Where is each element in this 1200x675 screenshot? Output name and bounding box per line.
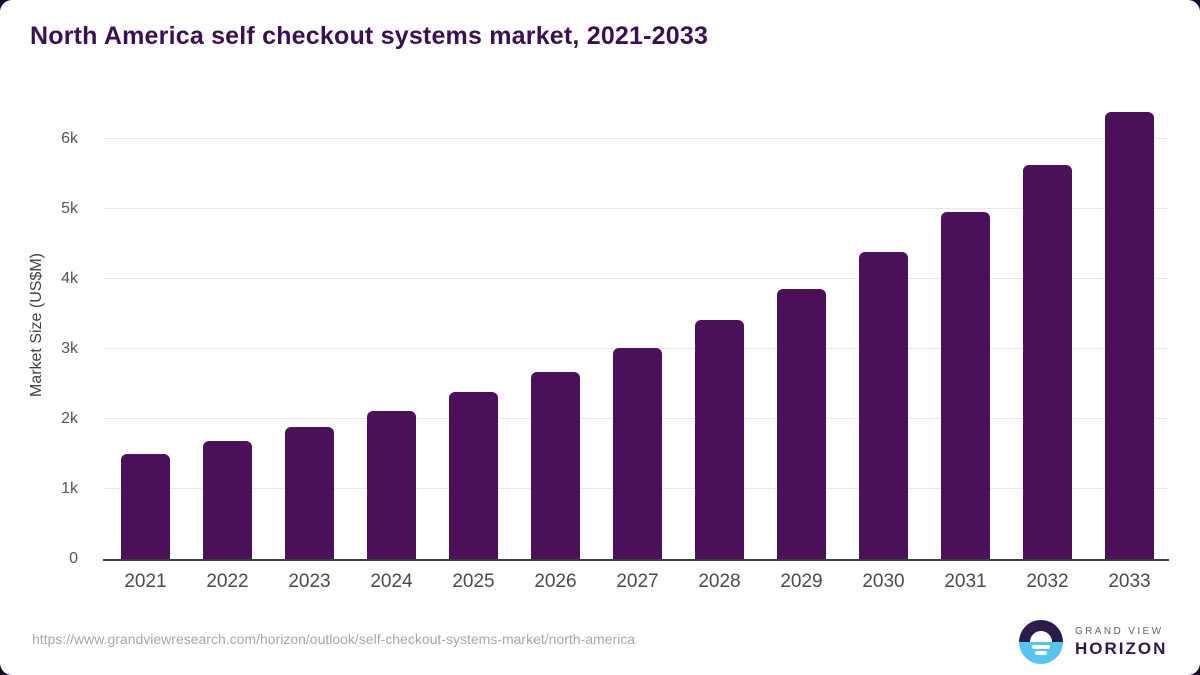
y-tick-label-1k: 1k	[61, 480, 78, 497]
logo-sun-shape	[1030, 631, 1052, 642]
bar-2021	[121, 454, 170, 559]
x-tick-label-2022: 2022	[206, 571, 249, 592]
y-tick-label-4k: 4k	[61, 270, 78, 287]
sunrise-horizon-icon	[1019, 620, 1063, 664]
x-tick-label-2029: 2029	[780, 571, 823, 592]
y-axis-ticks: 0 1k 2k 3k 4k 5k 6k	[0, 90, 90, 567]
y-tick-label-0: 0	[69, 550, 78, 567]
chart-title: North America self checkout systems mark…	[30, 22, 709, 50]
gridline-6k	[103, 138, 1169, 139]
logo-reflection-line	[1035, 651, 1047, 655]
bar-2023	[285, 427, 334, 559]
gridline-4k	[103, 278, 1169, 279]
source-url-text: https://www.grandviewresearch.com/horizo…	[32, 631, 636, 647]
x-tick-label-2027: 2027	[616, 571, 659, 592]
x-tick-label-2028: 2028	[698, 571, 741, 592]
x-tick-label-2025: 2025	[452, 571, 495, 592]
x-tick-label-2023: 2023	[288, 571, 331, 592]
bar-2029	[777, 289, 826, 559]
bar-2028	[695, 320, 744, 559]
brand-logo: GRAND VIEW HORIZON	[1019, 620, 1167, 664]
bar-2031	[941, 212, 990, 559]
bar-2026	[531, 372, 580, 559]
x-tick-label-2021: 2021	[124, 571, 167, 592]
x-tick-label-2031: 2031	[944, 571, 987, 592]
bar-2022	[203, 441, 252, 559]
x-tick-label-2033: 2033	[1108, 571, 1151, 592]
bar-2024	[367, 411, 416, 559]
y-tick-label-3k: 3k	[61, 340, 78, 357]
x-tick-label-2030: 2030	[862, 571, 905, 592]
bar-2030	[859, 252, 908, 559]
bar-2025	[449, 392, 498, 559]
y-tick-label-5k: 5k	[61, 200, 78, 217]
logo-reflection-line	[1032, 645, 1050, 649]
y-tick-label-2k: 2k	[61, 410, 78, 427]
logo-text: GRAND VIEW HORIZON	[1075, 626, 1167, 659]
gridline-5k	[103, 208, 1169, 209]
bar-2033	[1105, 112, 1154, 559]
bar-2032	[1023, 165, 1072, 559]
plot-area	[103, 90, 1169, 561]
logo-line1: GRAND VIEW	[1075, 625, 1164, 637]
x-tick-label-2032: 2032	[1026, 571, 1069, 592]
x-tick-label-2024: 2024	[370, 571, 413, 592]
bar-2027	[613, 348, 662, 559]
x-tick-label-2026: 2026	[534, 571, 577, 592]
y-tick-label-6k: 6k	[61, 130, 78, 147]
x-axis-labels: 2021 2022 2023 2024 2025 2026 2027 2028 2029 2030…	[0, 571, 1200, 595]
logo-line2: HORIZON	[1075, 638, 1168, 658]
